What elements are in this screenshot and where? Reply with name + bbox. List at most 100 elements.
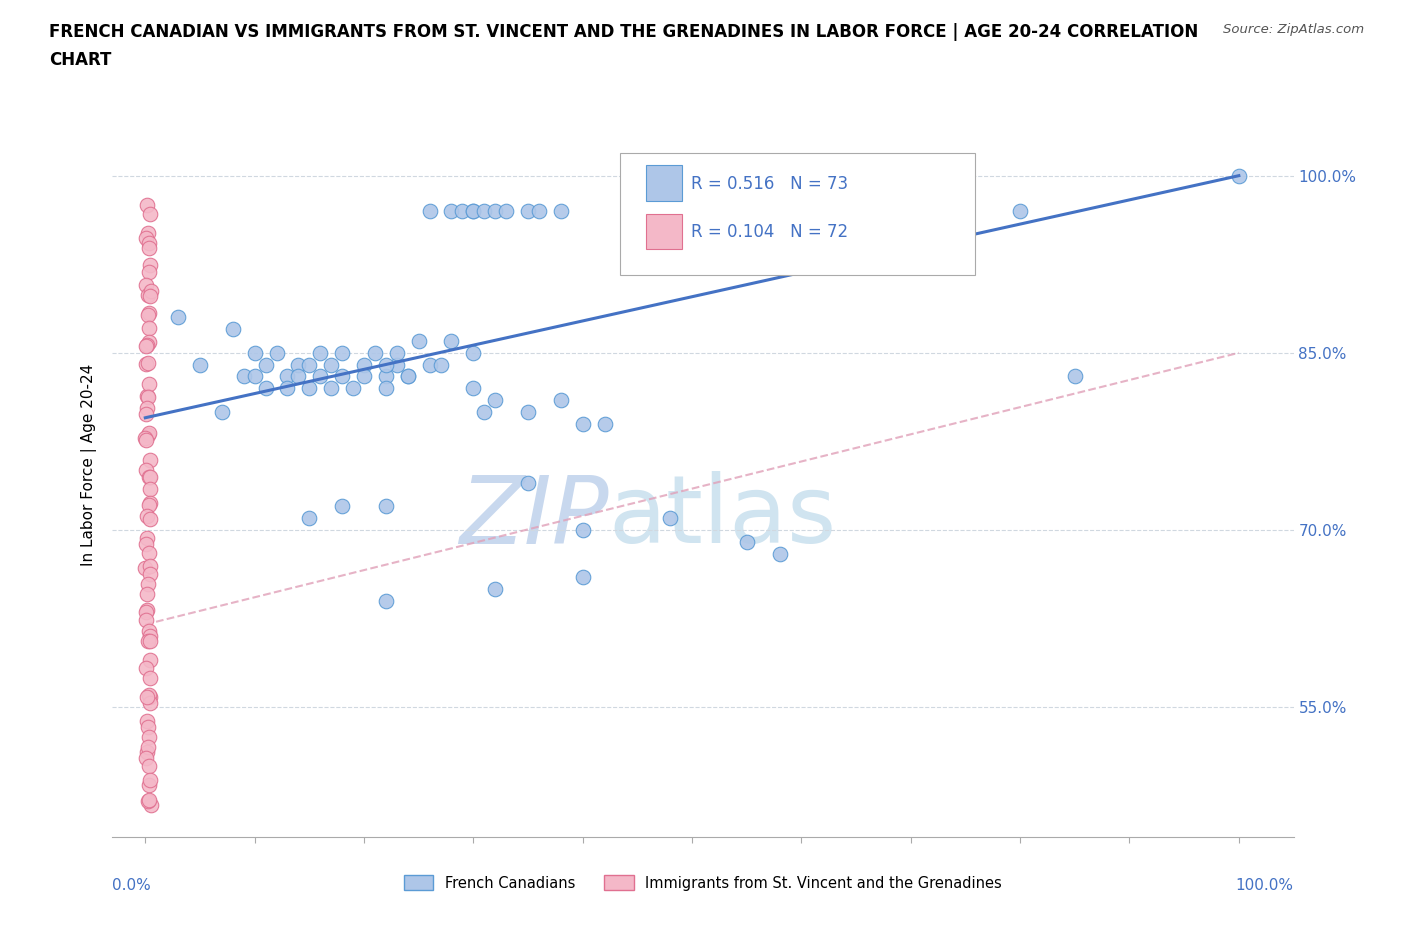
Point <box>136 390 159 405</box>
Point <box>330 498 353 513</box>
Point <box>463 204 485 219</box>
Point <box>136 338 159 352</box>
Point <box>138 793 160 808</box>
Point <box>353 369 375 384</box>
Point <box>374 357 396 372</box>
Point <box>330 369 353 384</box>
Point <box>550 392 572 407</box>
FancyBboxPatch shape <box>620 153 974 275</box>
Point <box>385 357 408 372</box>
Point <box>134 604 156 619</box>
Point <box>342 380 364 395</box>
Point <box>138 470 160 485</box>
Point <box>138 624 160 639</box>
Point <box>135 389 157 404</box>
Point <box>211 405 233 419</box>
Point <box>321 380 343 395</box>
Point <box>134 431 156 445</box>
Point <box>571 570 593 585</box>
Point <box>484 392 506 407</box>
Point <box>138 652 160 667</box>
Text: CHART: CHART <box>49 51 111 69</box>
Point <box>136 719 159 734</box>
Point <box>138 308 160 323</box>
Point <box>136 530 159 545</box>
Point <box>138 264 160 279</box>
Point <box>139 470 162 485</box>
Point <box>593 417 616 432</box>
Point <box>138 306 160 321</box>
Point <box>222 322 245 337</box>
Point <box>309 369 332 384</box>
Point <box>232 369 254 384</box>
Point <box>276 369 298 384</box>
Point <box>136 794 159 809</box>
Point <box>135 406 157 421</box>
Text: 100.0%: 100.0% <box>1236 878 1294 893</box>
Point <box>139 284 162 299</box>
Point <box>353 357 375 372</box>
Point <box>139 482 162 497</box>
Point <box>139 495 162 510</box>
Point <box>135 613 157 628</box>
Point <box>188 357 211 372</box>
Point <box>484 204 506 219</box>
Point <box>138 320 160 335</box>
Point <box>139 696 162 711</box>
Point <box>254 380 277 395</box>
Point <box>136 355 159 370</box>
Point <box>135 339 157 353</box>
Text: ZIP: ZIP <box>458 472 609 563</box>
Point <box>139 558 162 573</box>
Point <box>135 401 157 416</box>
Point <box>138 777 160 792</box>
Point <box>136 509 159 524</box>
Point <box>472 204 495 219</box>
Point <box>139 453 162 468</box>
Point <box>517 204 540 219</box>
Point <box>136 634 159 649</box>
Y-axis label: In Labor Force | Age 20-24: In Labor Force | Age 20-24 <box>80 364 97 566</box>
Point <box>364 345 387 360</box>
Point <box>136 577 159 591</box>
Bar <box>647 214 682 249</box>
Point <box>374 369 396 384</box>
Point <box>139 289 162 304</box>
Point <box>135 537 157 551</box>
Point <box>495 204 517 219</box>
Point <box>571 523 593 538</box>
Point <box>136 603 159 618</box>
Point <box>298 357 321 372</box>
Point <box>135 660 157 675</box>
Point <box>136 739 159 754</box>
Point <box>484 581 506 596</box>
Point <box>440 334 463 349</box>
Point <box>330 345 353 360</box>
Point <box>139 633 162 648</box>
Point <box>266 345 288 360</box>
Point <box>298 511 321 525</box>
Point <box>139 690 162 705</box>
Point <box>463 345 485 360</box>
Point <box>136 287 159 302</box>
Point <box>138 730 160 745</box>
Point <box>287 357 309 372</box>
Point <box>135 278 157 293</box>
Point <box>463 204 485 219</box>
Point <box>139 629 162 644</box>
Point <box>374 498 396 513</box>
Point <box>1227 168 1250 183</box>
Point <box>276 380 298 395</box>
Point <box>136 690 159 705</box>
Point <box>135 751 157 765</box>
Point <box>385 345 408 360</box>
Point <box>134 560 156 575</box>
Point <box>136 587 159 602</box>
Point <box>243 345 266 360</box>
Point <box>440 204 463 219</box>
Legend: French Canadians, Immigrants from St. Vincent and the Grenadines: French Canadians, Immigrants from St. Vi… <box>398 870 1008 897</box>
Point <box>139 671 162 685</box>
Point <box>768 546 790 561</box>
Point <box>138 498 160 512</box>
Point <box>138 426 160 441</box>
